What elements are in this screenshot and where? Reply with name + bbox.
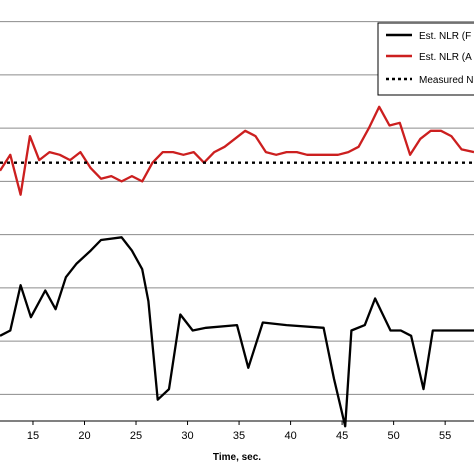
series-line-f xyxy=(0,236,474,428)
legend-label-measured: Measured N xyxy=(419,75,473,86)
x-axis-label: Time, sec. xyxy=(213,452,261,463)
x-tick-label: 35 xyxy=(233,430,245,442)
x-tick-label: 30 xyxy=(181,430,193,442)
series-layer xyxy=(0,105,474,428)
gridlines xyxy=(0,21,474,395)
legend: Est. NLR (F Est. NLR (A Measured N xyxy=(377,22,474,96)
x-tick-label: 20 xyxy=(78,430,90,442)
x-tick-label: 40 xyxy=(284,430,296,442)
x-tick-label: 55 xyxy=(439,430,451,442)
x-ticks: 15 20 25 30 35 40 45 50 55 xyxy=(27,421,451,442)
x-tick-label: 45 xyxy=(336,430,348,442)
legend-label-a: Est. NLR (A xyxy=(419,52,472,63)
x-tick-label: 15 xyxy=(27,430,39,442)
x-tick-label: 50 xyxy=(388,430,400,442)
x-tick-label: 25 xyxy=(130,430,142,442)
series-line-a xyxy=(0,105,474,196)
legend-label-f: Est. NLR (F xyxy=(419,31,471,42)
